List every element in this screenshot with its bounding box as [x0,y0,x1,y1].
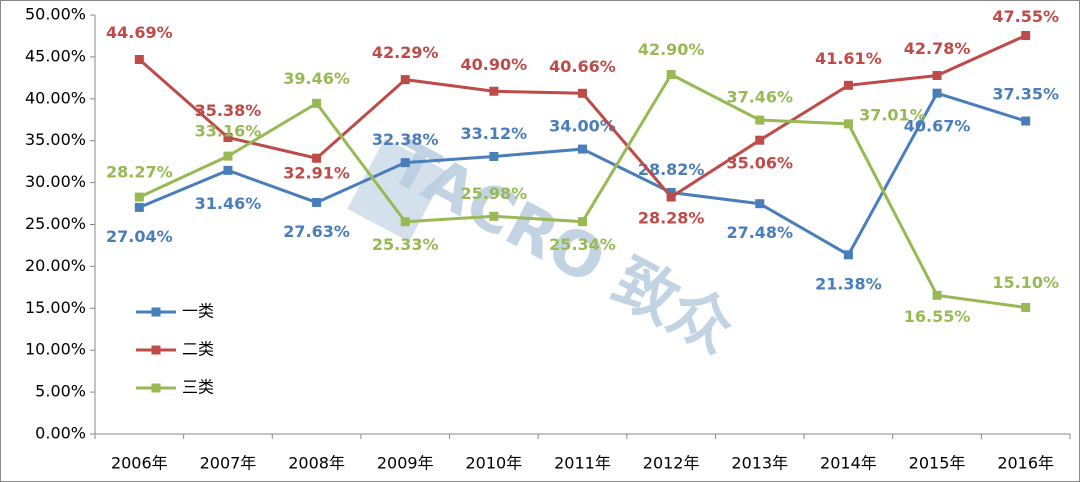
value-label: 44.69% [106,23,173,42]
value-label: 32.38% [372,130,439,149]
point-marker [489,151,499,161]
value-label: 31.46% [195,194,262,213]
y-tick-label: 25.00% [25,214,86,233]
legend-marker [151,307,161,317]
point-marker [223,133,233,143]
value-label: 32.91% [283,164,350,183]
y-tick-label: 10.00% [25,340,86,359]
point-marker [578,217,587,227]
value-label: 40.66% [549,57,616,76]
y-tick-label: 50.00% [25,5,86,24]
point-marker [666,69,676,79]
y-tick-label: 45.00% [25,46,86,65]
value-label: 35.06% [726,154,793,173]
legend-marker [151,345,161,355]
point-marker [666,192,676,202]
value-label: 25.33% [372,235,439,254]
value-label: 33.12% [461,124,528,143]
point-marker [134,192,144,202]
value-label: 37.01% [859,105,926,124]
point-marker [223,165,233,175]
point-marker [489,86,499,96]
point-marker [843,80,853,90]
value-label: 37.35% [992,85,1059,104]
point-marker [489,211,499,221]
y-tick-label: 40.00% [25,88,86,107]
point-marker [932,71,942,81]
x-tick-label: 2016年 [997,454,1054,473]
x-tick-label: 2009年 [377,454,434,473]
value-label: 21.38% [815,274,882,293]
point-marker [578,144,587,154]
point-marker [312,153,322,163]
value-label: 28.27% [106,163,173,182]
value-label: 42.78% [904,39,971,58]
value-label: 25.34% [549,235,616,254]
y-tick-label: 20.00% [25,256,86,275]
point-marker [755,115,765,125]
value-label: 25.98% [461,184,528,203]
value-label: 35.38% [195,101,262,120]
legend-label: 三类 [182,378,214,397]
point-marker [932,88,942,98]
point-marker [312,98,322,108]
point-marker [1021,116,1031,126]
point-marker [1021,302,1031,312]
value-label: 27.04% [106,227,173,246]
y-tick-label: 5.00% [35,382,86,401]
point-marker [843,119,853,129]
value-label: 33.16% [195,122,262,141]
value-label: 28.28% [638,209,705,228]
point-marker [312,197,322,207]
legend-label: 二类 [182,340,214,359]
value-label: 47.55% [992,7,1059,26]
point-marker [400,217,410,227]
x-tick-label: 2006年 [111,454,168,473]
point-marker [843,250,853,260]
y-tick-label: 35.00% [25,130,86,149]
point-marker [666,187,676,197]
point-marker [932,290,942,300]
x-tick-label: 2013年 [731,454,788,473]
value-label: 42.90% [638,40,705,59]
x-tick-label: 2007年 [200,454,257,473]
value-label: 27.63% [283,222,350,241]
value-label: 27.48% [726,223,793,242]
value-label: 41.61% [815,49,882,68]
point-marker [755,135,765,145]
point-marker [400,75,410,85]
value-label: 28.82% [638,160,705,179]
y-tick-label: 0.00% [35,424,86,443]
value-label: 16.55% [904,307,971,326]
x-tick-label: 2012年 [643,454,700,473]
value-label: 39.46% [283,69,350,88]
point-marker [223,151,233,161]
point-marker [755,199,765,209]
value-label: 34.00% [549,117,616,136]
point-marker [134,202,144,212]
x-tick-label: 2008年 [288,454,345,473]
value-label: 40.67% [904,117,971,136]
x-tick-label: 2015年 [909,454,966,473]
value-label: 42.29% [372,43,439,62]
value-label: 37.46% [726,88,793,107]
value-label: 40.90% [461,55,528,74]
point-marker [400,158,410,168]
x-tick-label: 2014年 [820,454,877,473]
legend-label: 一类 [182,302,214,321]
watermark-logo [347,138,447,242]
point-marker [1021,31,1031,41]
point-marker [134,54,144,64]
legend-marker [151,383,161,393]
x-tick-label: 2011年 [554,454,611,473]
value-label: 15.10% [992,273,1059,292]
point-marker [578,88,587,98]
x-tick-label: 2010年 [465,454,522,473]
y-tick-label: 15.00% [25,298,86,317]
y-tick-label: 30.00% [25,172,86,191]
